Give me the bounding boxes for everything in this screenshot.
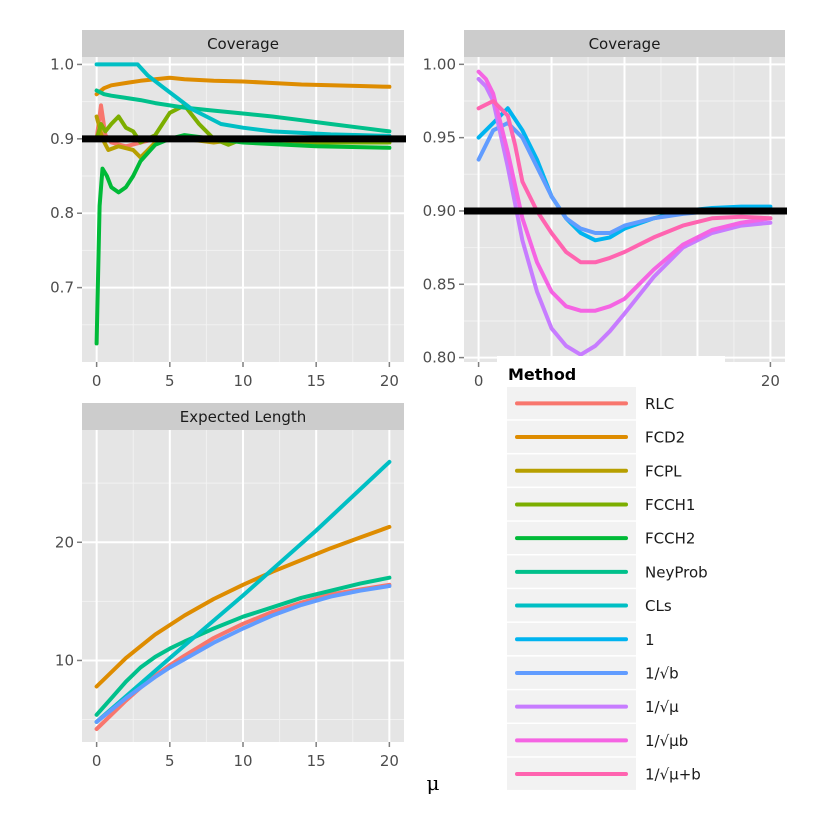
legend-title: Method [508,365,576,384]
legend-item-rlc: RLC [507,387,674,420]
legend-label: FCCH2 [645,530,695,548]
y-tick-label: 0.80 [423,349,456,367]
x-tick-label: 20 [380,372,399,390]
x-tick-label: 20 [380,752,399,770]
legend-label: FCPL [645,462,682,480]
series-line-p3-1-sqrtb [94,584,392,724]
y-tick-label: 0.8 [50,204,74,222]
legend-item-1-sqrtmu: 1/√μ [507,690,679,723]
legend-label: RLC [645,395,674,413]
legend-item-fcch1: FCCH1 [507,488,695,521]
y-tick-label: 1.00 [423,55,456,73]
series-line-p1-cls [94,62,392,138]
y-tick-label: 0.85 [423,275,456,293]
x-tick-label: 0 [92,752,102,770]
strip-title-p3: Expected Length [180,408,307,426]
strip-title-p1: Coverage [207,35,279,53]
series-line-p3-cls [94,459,392,724]
series-line-p2-1-sqrtmu [476,77,773,357]
y-tick-label: 0.9 [50,130,74,148]
legend-item-fcpl: FCPL [507,454,682,487]
x-axis-label: μ [427,771,440,795]
legend-label: 1/√b [645,664,679,682]
strip-p2 [464,30,785,57]
legend-label: FCCH1 [645,496,695,514]
panel-expected-length: Expected Length 10 20 0 5 10 15 20 [55,403,404,770]
series-line-p2-1-sqrtmub [476,69,773,313]
legend-label: FCD2 [645,429,685,447]
legend-label: 1/√μb [645,732,688,750]
series-line-p3-fcd2 [94,524,392,689]
legend-label: 1 [645,631,655,649]
series-line-p1-fcd2 [94,75,392,97]
x-tick-label: 5 [165,372,175,390]
y-tick-label: 0.7 [50,279,74,297]
legend-item-cls: CLs [507,589,672,622]
x-tick-label: 10 [233,372,252,390]
series-group-p3 [94,459,392,731]
legend-item-1: 1 [507,622,655,656]
x-tick-label: 0 [92,372,102,390]
x-tick-label: 10 [233,752,252,770]
x-tick-label: 15 [307,372,326,390]
y-tick-label: 0.95 [423,129,456,147]
panel-coverage-right: Coverage 0.80 0.85 0.90 0.95 1.00 0 20 [423,30,787,390]
legend: Method RLC FCD2 FCPL FCCH1 FCCH2 NeyProb CLs 1 1/… [497,356,725,790]
legend-item-fcch2: FCCH2 [507,521,695,554]
legend-label: 1/√μ+b [645,766,701,784]
legend-item-fcd2: FCD2 [507,420,685,453]
y-tick-label: 0.90 [423,202,456,220]
strip-p3 [82,403,404,430]
x-tick-label: 15 [307,752,326,770]
y-tick-label: 1.0 [50,55,74,73]
strip-title-p2: Coverage [589,35,661,53]
y-tick-label: 20 [55,533,74,551]
x-tick-label: 0 [474,372,484,390]
strip-p1 [82,30,404,57]
legend-item-neyprob: NeyProb [507,555,708,588]
legend-item-1-sqrtmu-b: 1/√μ+b [507,757,701,790]
x-tick-label: 20 [761,372,780,390]
legend-item-1-sqrtmub: 1/√μb [507,724,688,757]
panel-coverage-left: Coverage 0.7 0.8 0.9 1.0 0 5 10 15 20 [50,30,406,390]
y-tick-label: 10 [55,651,74,669]
legend-label: NeyProb [645,563,708,581]
legend-label: CLs [645,597,672,615]
x-tick-label: 5 [165,752,175,770]
series-line-p2-1-sqrt-mu-b [476,99,773,265]
legend-label: 1/√μ [645,698,679,716]
legend-item-1-sqrtb: 1/√b [507,656,679,689]
series-line-p1-neyprob [94,88,392,134]
